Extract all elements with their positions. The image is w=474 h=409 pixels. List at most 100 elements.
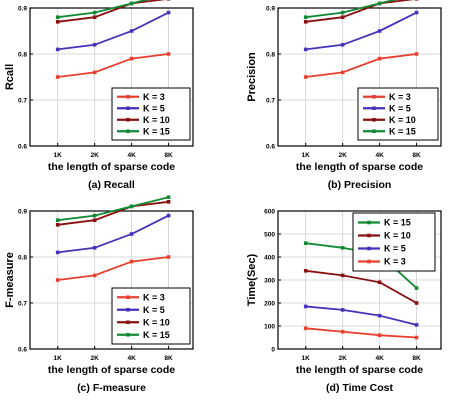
- series-line: [57, 0, 149, 19]
- data-point: [377, 333, 382, 337]
- x-axis-label: the length of sparse code: [296, 364, 423, 376]
- y-tick-label: 0.6: [266, 144, 275, 151]
- data-point: [166, 255, 171, 259]
- data-point: [55, 75, 60, 79]
- data-point: [92, 213, 97, 218]
- legend-label: K = 5: [389, 103, 411, 113]
- data-point: [55, 223, 60, 227]
- data-point: [303, 326, 308, 331]
- series-line: [57, 196, 169, 222]
- legend-label: K = 3: [389, 92, 411, 102]
- data-point: [414, 286, 419, 290]
- x-tick-label: 2K: [339, 152, 348, 159]
- legend-marker: [372, 117, 376, 122]
- series-line: [57, 214, 169, 254]
- data-point: [414, 335, 419, 340]
- data-point: [129, 29, 134, 33]
- series-line: [57, 256, 169, 281]
- series-line: [305, 0, 397, 19]
- legend-label: K = 5: [143, 305, 165, 315]
- legend-label: K = 10: [384, 231, 411, 241]
- series-line: [305, 53, 417, 78]
- chart-caption: (b) Precision: [328, 179, 392, 191]
- data-point: [166, 0, 171, 1]
- legend-label: K = 10: [143, 317, 170, 327]
- data-point: [129, 259, 134, 264]
- data-point: [303, 20, 308, 24]
- data-point: [166, 213, 171, 218]
- data-point: [129, 1, 134, 6]
- data-point: [414, 52, 419, 56]
- data-point: [414, 10, 419, 15]
- data-point: [166, 195, 171, 199]
- legend-label: K = 3: [143, 292, 165, 302]
- legend-marker: [367, 246, 371, 251]
- data-point: [303, 15, 308, 19]
- legend-label: K = 3: [384, 257, 406, 267]
- series-line: [57, 0, 167, 23]
- y-axis-label: Time(Sec): [246, 253, 258, 306]
- legend-label: K = 15: [143, 330, 170, 340]
- y-tick-label: 0.7: [18, 98, 27, 105]
- x-tick-label: 8K: [164, 152, 173, 159]
- y-tick-label: 0: [271, 347, 275, 354]
- data-point: [340, 10, 345, 15]
- data-point: [166, 10, 171, 15]
- data-point: [340, 308, 345, 312]
- legend-label: K = 15: [389, 126, 416, 136]
- data-point: [55, 278, 60, 282]
- x-tick-label: 8K: [412, 355, 421, 362]
- y-tick-label: 0.8: [18, 255, 27, 262]
- data-point: [129, 204, 134, 209]
- y-tick-label: 600: [264, 209, 275, 216]
- data-point: [55, 20, 60, 24]
- legend-label: K = 15: [143, 126, 170, 136]
- data-point: [303, 269, 308, 273]
- legend-marker: [372, 94, 376, 99]
- y-tick-label: 0.9: [18, 209, 27, 216]
- x-tick-label: 4K: [375, 152, 384, 159]
- series-line: [305, 305, 417, 326]
- legend-label: K = 10: [389, 115, 416, 125]
- legend-marker: [126, 106, 130, 111]
- y-tick-label: 300: [264, 278, 275, 285]
- legend-marker: [126, 320, 130, 325]
- data-point: [303, 47, 308, 52]
- y-tick-label: 0.7: [266, 98, 275, 105]
- y-axis-label: Precision: [246, 52, 258, 102]
- y-tick-label: 100: [264, 324, 275, 331]
- x-tick-label: 2K: [91, 355, 100, 362]
- y-tick-label: 0.6: [18, 144, 27, 151]
- chart-caption: (c) F-measure: [77, 382, 146, 394]
- x-tick-label: 8K: [412, 152, 421, 159]
- y-tick-label: 400: [264, 255, 275, 262]
- y-axis-label: F-measure: [4, 252, 16, 308]
- x-tick-label: 2K: [91, 152, 100, 159]
- x-tick-label: 4K: [375, 355, 384, 362]
- data-point: [340, 15, 345, 19]
- x-tick-label: 1K: [54, 152, 63, 159]
- x-tick-label: 1K: [302, 355, 311, 362]
- legend-marker: [126, 94, 130, 99]
- data-point: [129, 56, 134, 61]
- data-point: [377, 313, 382, 318]
- y-tick-label: 200: [264, 301, 275, 308]
- data-point: [377, 280, 382, 285]
- data-point: [340, 273, 345, 278]
- x-tick-label: 1K: [54, 355, 63, 362]
- series-line: [305, 327, 417, 339]
- data-point: [92, 246, 97, 250]
- legend-marker: [367, 233, 371, 238]
- x-tick-label: 8K: [164, 355, 173, 362]
- data-point: [414, 0, 419, 1]
- legend-marker: [126, 295, 130, 300]
- legend-marker: [372, 129, 376, 134]
- data-point: [92, 43, 97, 47]
- legend-label: K = 10: [143, 115, 170, 125]
- y-tick-label: 0.7: [18, 301, 27, 308]
- data-point: [92, 218, 97, 222]
- legend-label: K = 15: [384, 218, 411, 228]
- data-point: [92, 15, 97, 19]
